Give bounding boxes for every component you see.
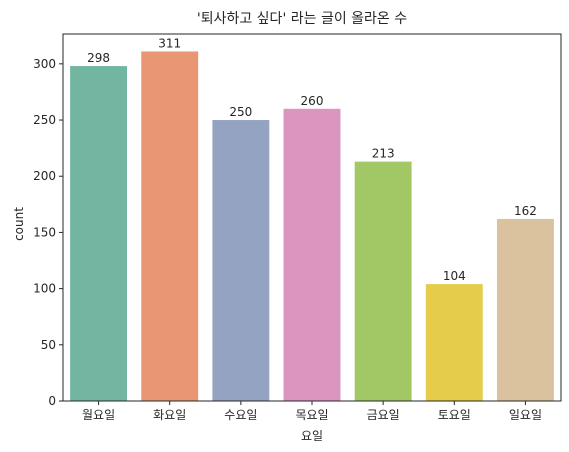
- axes-layer: 월요일 화요일 수요일 목요일 금요일 토요일 일요일 0 50 100 150 200 250 300: [33, 33, 562, 422]
- data-label-3: 250: [229, 105, 252, 119]
- bar-4: [283, 108, 341, 401]
- x-tick-label-7: 일요일: [509, 408, 542, 422]
- y-tick-label-3: 100: [33, 282, 56, 296]
- x-tick-label-5: 금요일: [367, 408, 400, 422]
- data-label-4: 260: [301, 94, 324, 108]
- bar-5: [354, 161, 412, 401]
- x-tick-label-3: 수요일: [224, 408, 257, 422]
- plot-frame: [62, 33, 562, 402]
- y-tick-label-7: 300: [33, 57, 56, 71]
- y-tick-label-2: 50: [41, 338, 56, 352]
- chart-title: '퇴사하고 싶다' 라는 글이 올라온 수: [197, 11, 407, 27]
- x-tick-label-6: 토요일: [438, 408, 471, 422]
- bar-3: [212, 120, 270, 401]
- data-label-6: 104: [443, 269, 466, 283]
- bar-1: [70, 66, 128, 401]
- y-tick-label-1: 0: [48, 394, 56, 408]
- data-label-1: 298: [87, 51, 110, 65]
- x-axis-label: 요일: [301, 429, 323, 443]
- data-label-5: 213: [372, 147, 395, 161]
- y-tick-label-4: 150: [33, 225, 56, 239]
- x-tick-label-2: 화요일: [153, 408, 186, 422]
- bar-2: [141, 51, 199, 401]
- y-axis-label: count: [12, 207, 26, 241]
- y-tick-label-6: 250: [33, 113, 56, 127]
- data-label-2: 311: [158, 36, 181, 50]
- data-label-7: 162: [514, 204, 537, 218]
- bar-7: [496, 218, 554, 401]
- bars-layer: 298 311 250 260 213 104 162: [70, 36, 554, 401]
- x-tick-label-1: 월요일: [82, 408, 115, 422]
- x-tick-label-4: 목요일: [295, 408, 328, 422]
- y-tick-label-5: 200: [33, 169, 56, 183]
- bar-6: [425, 284, 483, 401]
